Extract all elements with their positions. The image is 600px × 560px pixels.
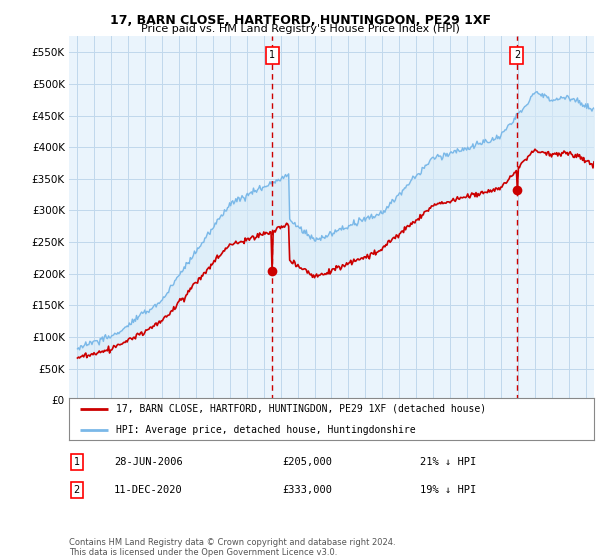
Text: 1: 1 — [269, 50, 275, 60]
Text: 19% ↓ HPI: 19% ↓ HPI — [420, 485, 476, 495]
Text: £333,000: £333,000 — [282, 485, 332, 495]
Text: 21% ↓ HPI: 21% ↓ HPI — [420, 457, 476, 467]
Text: Price paid vs. HM Land Registry's House Price Index (HPI): Price paid vs. HM Land Registry's House … — [140, 24, 460, 34]
Text: 2: 2 — [74, 485, 80, 495]
Text: 17, BARN CLOSE, HARTFORD, HUNTINGDON, PE29 1XF: 17, BARN CLOSE, HARTFORD, HUNTINGDON, PE… — [110, 14, 491, 27]
Text: HPI: Average price, detached house, Huntingdonshire: HPI: Average price, detached house, Hunt… — [116, 426, 416, 435]
Text: £205,000: £205,000 — [282, 457, 332, 467]
Text: Contains HM Land Registry data © Crown copyright and database right 2024.
This d: Contains HM Land Registry data © Crown c… — [69, 538, 395, 557]
Text: 2: 2 — [514, 50, 520, 60]
Text: 28-JUN-2006: 28-JUN-2006 — [114, 457, 183, 467]
Text: 11-DEC-2020: 11-DEC-2020 — [114, 485, 183, 495]
Text: 17, BARN CLOSE, HARTFORD, HUNTINGDON, PE29 1XF (detached house): 17, BARN CLOSE, HARTFORD, HUNTINGDON, PE… — [116, 404, 487, 414]
Text: 1: 1 — [74, 457, 80, 467]
